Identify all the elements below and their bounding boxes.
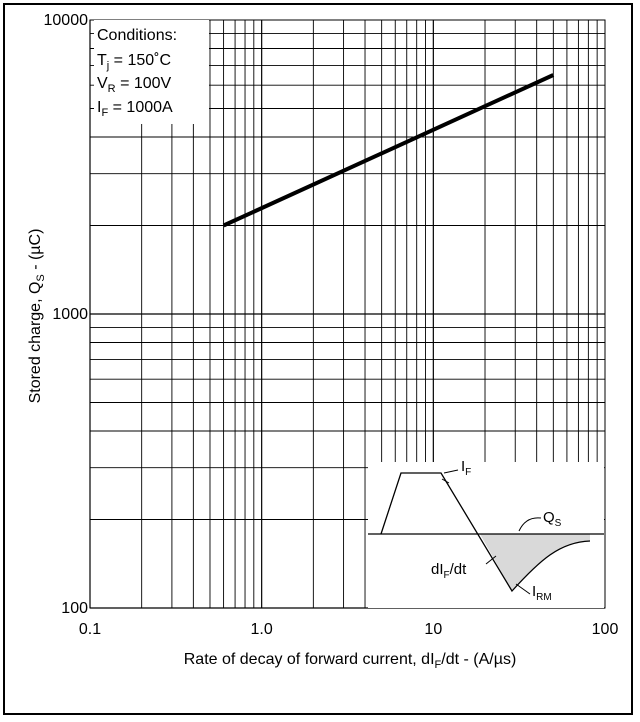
inset-current-waveform xyxy=(380,472,591,593)
condition-tj: Tj = 150˚C xyxy=(97,52,171,72)
y-tick-label: 1000 xyxy=(52,306,88,323)
series-line-0 xyxy=(222,73,555,228)
x-tick-label: 100 xyxy=(592,621,619,638)
condition-vr: VR = 100V xyxy=(97,75,172,95)
tick-labels: 0.1 1.0 10 100 100 1000 10000 xyxy=(44,12,619,638)
conditions-box: Conditions: Tj = 150˚C VR = 100V IF = 10… xyxy=(94,20,209,124)
x-tick-label: 0.1 xyxy=(79,621,101,638)
plot-border xyxy=(89,19,606,609)
condition-if: IF = 1000A xyxy=(97,99,173,119)
inset-if-leader xyxy=(443,469,459,474)
inset-didt-label: dIF/dt xyxy=(431,561,467,581)
inset-diagram: IF QS dIF/dt IRM xyxy=(368,458,604,608)
inset-qs-label: QS xyxy=(543,509,562,529)
y-tick-label: 100 xyxy=(61,600,88,617)
inset-if-label: IF xyxy=(461,458,471,478)
inset-didt-leader xyxy=(485,555,497,565)
chart-frame xyxy=(3,3,633,715)
grid xyxy=(89,20,605,609)
y-tick-label: 10000 xyxy=(44,12,89,29)
inset-shaded-area xyxy=(480,534,590,591)
x-tick-label: 1.0 xyxy=(251,621,273,638)
conditions-title: Conditions: xyxy=(97,27,177,44)
inset-irm-label: IRM xyxy=(532,583,552,603)
x-axis-label: Rate of decay of forward current, dIF/dt… xyxy=(184,651,517,671)
y-axis-label: Stored charge, QS - (µC) xyxy=(27,229,47,404)
inset-tick-mark xyxy=(441,478,450,484)
series-group xyxy=(222,73,555,228)
x-tick-label: 10 xyxy=(424,621,442,638)
inset-irm-leader xyxy=(515,583,531,595)
inset-qs-leader xyxy=(518,517,542,532)
